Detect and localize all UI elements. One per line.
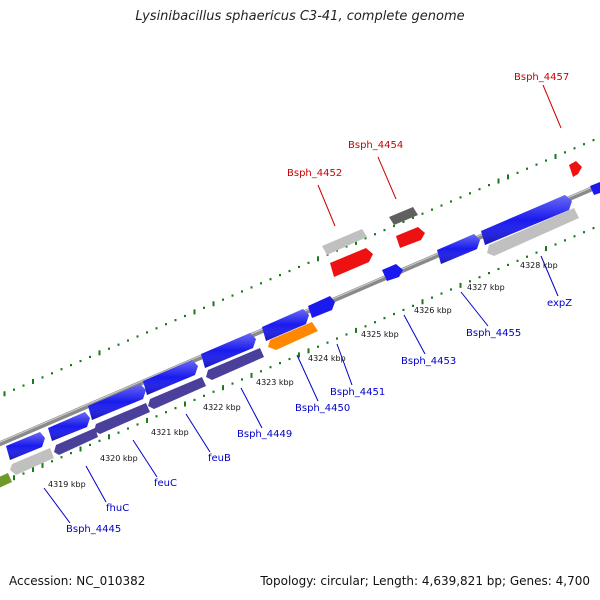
gene-feature[interactable]: [54, 428, 98, 455]
gene-label-bsph-4452[interactable]: Bsph_4452: [287, 168, 342, 179]
genome-title: Lysinibacillus sphaericus C3-41, complet…: [135, 9, 465, 24]
ruler-label: 4325 kbp: [361, 330, 399, 339]
ruler-label: 4324 kbp: [308, 354, 346, 363]
gene-feature[interactable]: [330, 248, 373, 277]
kbp-ruler: 4319 kbp 4320 kbp 4321 kbp 4322 kbp 4323…: [48, 261, 558, 489]
gene-label-feuc[interactable]: feuC: [154, 478, 177, 489]
gene-feature[interactable]: [569, 161, 582, 177]
gene-label-fhuc[interactable]: fhuC: [106, 503, 129, 514]
gene-feature[interactable]: [590, 182, 600, 195]
gene-label-bsph-4451[interactable]: Bsph_4451: [330, 387, 385, 398]
gene-label-bsph-4450[interactable]: Bsph_4450: [295, 403, 350, 414]
gene-feature[interactable]: [268, 322, 318, 350]
gene-feature[interactable]: [0, 473, 12, 492]
gene-feature[interactable]: [322, 229, 367, 255]
gene-label-bsph-4453[interactable]: Bsph_4453: [401, 356, 456, 367]
gene-label-bsph-4445[interactable]: Bsph_4445: [66, 524, 121, 535]
ruler-label: 4327 kbp: [467, 283, 505, 292]
gene-shading: [6, 195, 572, 460]
ruler-label: 4323 kbp: [256, 378, 294, 387]
gene-feature[interactable]: [148, 377, 206, 409]
label-leader-lines: [43, 84, 562, 524]
gene-feature[interactable]: [10, 448, 54, 475]
gene-feature[interactable]: [382, 264, 403, 281]
ruler-label: 4322 kbp: [203, 403, 241, 412]
gene-label-expz[interactable]: expZ: [547, 298, 572, 309]
gc-content-track-inner: [3, 227, 595, 483]
gene-feature[interactable]: [389, 207, 418, 225]
gene-feature[interactable]: [308, 296, 335, 318]
gene-feature[interactable]: [487, 208, 579, 256]
gene-label-feub[interactable]: feuB: [208, 453, 231, 464]
gene-feature[interactable]: [206, 348, 264, 380]
ruler-label: 4326 kbp: [414, 306, 452, 315]
gene-feature[interactable]: [396, 227, 425, 248]
accession-text: Accession: NC_010382: [9, 574, 146, 588]
gene-feature[interactable]: [94, 403, 150, 434]
gene-labels: Bsph_4445 fhuC feuC feuB Bsph_4449 Bsph_…: [66, 72, 572, 535]
gene-label-bsph-4449[interactable]: Bsph_4449: [237, 429, 292, 440]
gene-label-bsph-4455[interactable]: Bsph_4455: [466, 328, 521, 339]
ruler-label: 4321 kbp: [151, 428, 189, 437]
topology-text: Topology: circular; Length: 4,639,821 bp…: [260, 574, 590, 588]
ruler-label: 4320 kbp: [100, 454, 138, 463]
gene-label-bsph-4454[interactable]: Bsph_4454: [348, 140, 403, 151]
ruler-label: 4328 kbp: [520, 261, 558, 270]
ruler-label: 4319 kbp: [48, 480, 86, 489]
gene-label-bsph-4457[interactable]: Bsph_4457: [514, 72, 569, 83]
